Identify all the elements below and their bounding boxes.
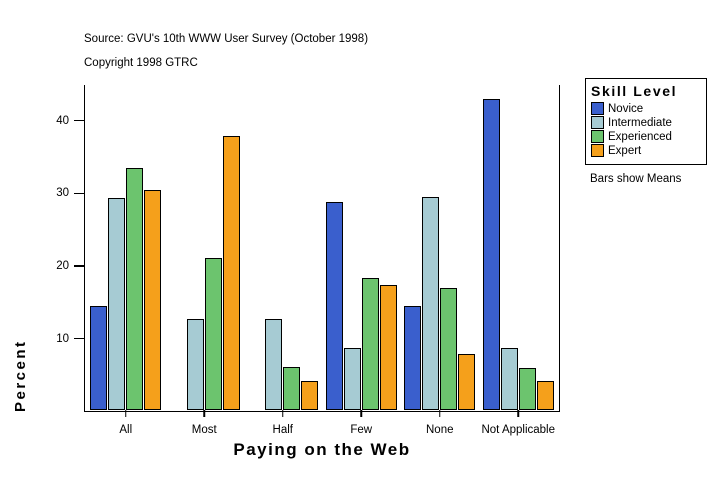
legend-item-label: Intermediate [608,116,672,129]
bar-intermediate[interactable] [422,197,440,410]
bar-expert[interactable] [379,285,397,410]
y-tick-label: 20 [56,259,69,272]
bar-experienced[interactable] [518,368,536,410]
legend-swatch-icon [591,102,604,115]
bar-groups: All Most Half Few None Not Applicable [87,85,558,436]
y-axis-title: Percent [12,339,29,412]
legend-swatch-icon [591,130,604,143]
bar-novice[interactable] [90,305,108,410]
x-tick [360,409,362,417]
bar-expert[interactable] [222,135,240,410]
legend-box: Skill Level Novice Intermediate Experience… [585,78,707,165]
copyright-caption: Copyright 1998 GTRC [84,57,198,69]
legend-item-label: Expert [608,144,642,157]
bar-group: All [87,85,166,436]
y-tick-label: 40 [56,114,69,127]
bar-novice[interactable] [325,202,343,410]
legend-item[interactable]: Intermediate [591,116,701,129]
x-tick-label: All [119,423,133,436]
bar-intermediate[interactable] [108,198,126,410]
x-tick [439,409,441,417]
x-tick-label: Not Applicable [481,423,556,436]
x-tick-label: Half [272,423,293,436]
x-tick-label: None [426,423,454,436]
bar-intermediate[interactable] [265,319,283,410]
bar-experienced[interactable] [126,167,144,410]
bar-group: Few [322,85,401,436]
x-tick [125,409,127,417]
bar-intermediate[interactable] [500,348,518,410]
x-tick [203,409,205,417]
x-tick-label: Most [191,423,217,436]
legend-swatch-icon [591,116,604,129]
x-tick-label: Few [350,423,373,436]
y-tick: 20 [56,260,84,272]
x-tick [282,409,284,417]
legend-swatch-icon [591,144,604,157]
bar-intermediate[interactable] [343,347,361,410]
bar-group: Not Applicable [479,85,558,436]
x-tick [517,409,519,417]
source-caption: Source: GVU's 10th WWW User Survey (Octo… [84,33,369,45]
bar-novice[interactable] [404,305,422,410]
y-tick-label: 10 [56,332,69,345]
bar-experienced[interactable] [440,288,458,410]
bar-expert[interactable] [536,381,554,410]
bar-group: Most [165,85,244,436]
legend-item[interactable]: Expert [591,144,701,157]
legend-items: Novice Intermediate Experienced Expert [591,102,701,157]
legend-item-label: Experienced [608,130,672,143]
plot-area: All Most Half Few None Not Applicable [84,85,560,436]
chart-plot-wrapper: All Most Half Few None Not Applicable 10 20 30 4… [56,85,560,436]
bar-experienced[interactable] [204,257,222,410]
bar-group: None [401,85,480,436]
legend-item[interactable]: Experienced [591,130,701,143]
bar-intermediate[interactable] [186,319,204,410]
bar-novice[interactable] [482,99,500,410]
x-axis-title: Paying on the Web [233,440,411,459]
legend-note: Bars show Means [590,173,682,185]
bar-group: Half [244,85,323,436]
legend-title: Skill Level [591,83,678,99]
legend-item[interactable]: Novice [591,102,701,115]
bar-expert[interactable] [144,190,162,410]
y-tick-label: 30 [56,187,69,200]
y-tick: 30 [56,187,84,199]
bar-expert[interactable] [301,381,319,410]
bar-experienced[interactable] [283,367,301,410]
y-tick: 10 [56,333,84,345]
legend-item-label: Novice [608,102,644,115]
y-tick: 40 [56,115,84,127]
bar-expert[interactable] [458,354,476,410]
bar-experienced[interactable] [361,277,379,410]
